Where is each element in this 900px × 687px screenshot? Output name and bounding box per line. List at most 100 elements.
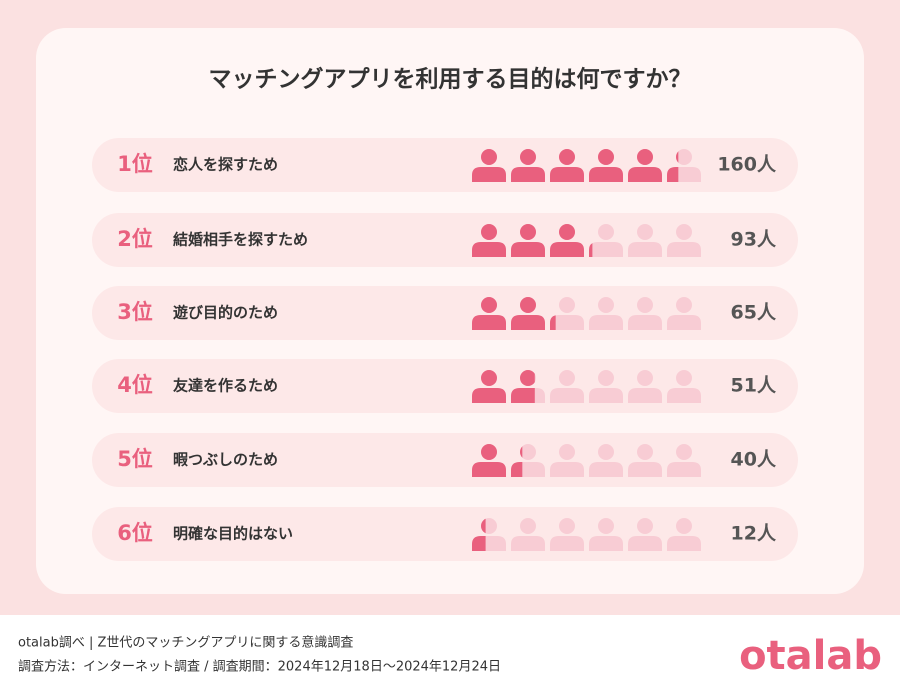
icon-head: [520, 297, 536, 313]
category-label: 暇つぶしのため: [173, 451, 278, 469]
icon-background: [628, 370, 662, 403]
icon-body: [550, 242, 584, 257]
rank: 6位: [117, 521, 153, 545]
icon-head: [637, 297, 653, 313]
icon-body: [511, 462, 523, 477]
icon-body: [472, 167, 506, 182]
icon-body: [589, 388, 623, 403]
icon-body: [472, 315, 506, 330]
icon-head: [559, 444, 575, 460]
icon-body: [511, 388, 535, 403]
icon-head: [481, 370, 497, 386]
icon-body: [472, 242, 506, 257]
icon-head: [598, 444, 614, 460]
icon-head: [481, 297, 497, 313]
icon-head: [637, 149, 653, 165]
icon-head: [637, 370, 653, 386]
icon-head: [481, 518, 486, 534]
icon-head: [676, 444, 692, 460]
icon-head: [676, 518, 692, 534]
icon-body: [550, 167, 584, 182]
icon-head: [598, 370, 614, 386]
icon-fill: [472, 518, 486, 551]
icon-body: [667, 462, 701, 477]
icon-background: [511, 518, 545, 551]
rank: 3位: [117, 300, 153, 324]
icon-background: [550, 518, 584, 551]
icon-background: [589, 297, 623, 330]
icon-head: [676, 297, 692, 313]
chart-title: マッチングアプリを利用する目的は何ですか？: [209, 66, 692, 93]
value-label: 51人: [731, 375, 777, 397]
icon-fill: [472, 149, 679, 182]
icon-body: [550, 536, 584, 551]
icon-background: [550, 444, 584, 477]
icon-head: [559, 224, 575, 240]
icon-head: [520, 149, 536, 165]
icon-head: [520, 224, 536, 240]
icon-body: [628, 388, 662, 403]
icon-background: [589, 224, 623, 257]
rows: 1位 恋人を探すため 160人 2位 結婚相手を探すため 93人 3位 遊び目的のため 65人 4…: [92, 138, 798, 561]
icon-body: [667, 167, 679, 182]
icon-background: [667, 224, 701, 257]
icon-head: [676, 370, 692, 386]
icon-body: [511, 315, 545, 330]
value-label: 93人: [731, 229, 777, 251]
value-label: 40人: [731, 449, 777, 471]
rank: 4位: [117, 373, 153, 397]
value-label: 65人: [731, 302, 777, 324]
icon-body: [667, 315, 701, 330]
icon-head: [598, 518, 614, 534]
category-label: 恋人を探すため: [173, 156, 278, 174]
icon-body: [628, 167, 662, 182]
icon-body: [511, 242, 545, 257]
category-label: 遊び目的のため: [173, 304, 278, 322]
icon-head: [676, 224, 692, 240]
icon-background: [667, 444, 701, 477]
icon-background: [628, 297, 662, 330]
icon-body: [550, 315, 584, 330]
rank: 5位: [117, 447, 153, 471]
icon-body: [511, 167, 545, 182]
icon-background: [667, 297, 701, 330]
icon-head: [598, 149, 614, 165]
logo: otalab: [739, 633, 882, 679]
icon-head: [559, 297, 575, 313]
icon-body: [589, 242, 623, 257]
icon-background: [550, 370, 584, 403]
icon-head: [598, 224, 614, 240]
icon-body: [628, 242, 662, 257]
rank: 1位: [117, 152, 153, 176]
icon-head: [559, 149, 575, 165]
icon-fill: [472, 224, 593, 257]
icon-body: [472, 388, 506, 403]
icon-body: [589, 462, 623, 477]
icon-body: [589, 167, 623, 182]
icon-body: [589, 536, 623, 551]
category-label: 友達を作るため: [173, 377, 278, 395]
icon-body: [667, 536, 701, 551]
icon-head: [637, 444, 653, 460]
icon-head: [676, 149, 692, 165]
icon-fill: [472, 444, 523, 477]
icon-background: [628, 224, 662, 257]
icon-background: [628, 444, 662, 477]
footer-method: 調査方法：インターネット調査 / 調査期間：2024年12月18日〜2024年1…: [18, 659, 501, 675]
icon-fill: [472, 297, 556, 330]
icon-head: [559, 518, 575, 534]
icon-head: [481, 224, 497, 240]
icon-body: [667, 242, 701, 257]
icon-background: [667, 370, 701, 403]
icon-background: [628, 518, 662, 551]
icon-background: [667, 518, 701, 551]
icon-body: [511, 536, 545, 551]
value-label: 12人: [731, 523, 777, 545]
icon-head: [637, 224, 653, 240]
footer-source: otalab調べ | Z世代のマッチングアプリに関する意識調査: [18, 635, 353, 651]
icon-head: [598, 297, 614, 313]
value-label: 160人: [717, 154, 777, 176]
icon-head: [637, 518, 653, 534]
icon-fill: [472, 370, 535, 403]
